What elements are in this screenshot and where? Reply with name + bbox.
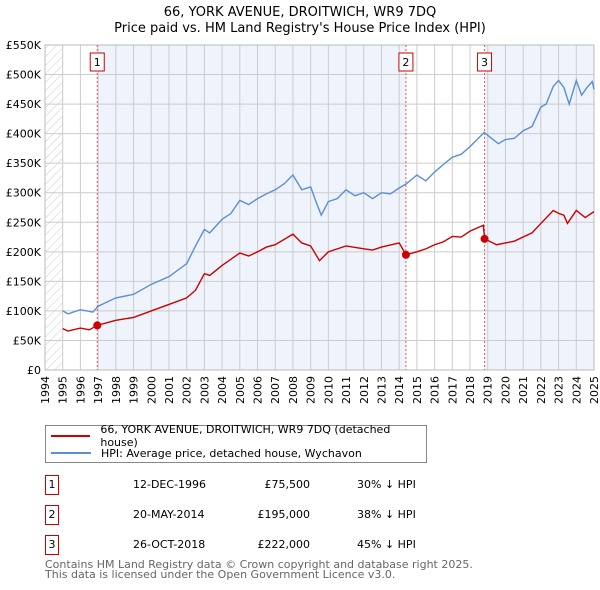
price-paid-line <box>62 209 595 332</box>
x-tick-label: 2005 <box>234 376 247 404</box>
x-tick-label: 2001 <box>163 376 176 404</box>
y-tick-label: £400K <box>6 128 42 141</box>
x-tick-label: 1998 <box>110 376 123 404</box>
hpi-line <box>62 78 595 315</box>
x-tick-label: 2010 <box>322 376 335 404</box>
x-tick-label: 2007 <box>269 376 282 404</box>
sale-row: 2 20-MAY-2014 £195,000 38% ↓ HPI <box>45 505 445 527</box>
legend-property: 66, YORK AVENUE, DROITWICH, WR9 7DQ (det… <box>100 423 391 449</box>
x-tick-label: 1995 <box>57 376 70 404</box>
sale-date: 26-OCT-2018 <box>133 538 206 551</box>
y-tick-label: £250K <box>6 216 42 229</box>
legend: 66, YORK AVENUE, DROITWICH, WR9 7DQ (det… <box>45 423 427 463</box>
sale-price: £222,000 <box>257 538 311 551</box>
x-tick-label: 2022 <box>535 376 548 404</box>
sale-marker-number: 2 <box>402 56 409 69</box>
x-tick-label: 1999 <box>128 376 141 404</box>
pre-data-hatch <box>45 45 63 370</box>
y-tick-label: £100K <box>6 305 42 318</box>
x-tick-label: 2015 <box>411 376 424 404</box>
x-tick-label: 2021 <box>517 376 530 404</box>
sale-marker-number: 3 <box>481 56 488 69</box>
x-tick-label: 2019 <box>482 376 495 404</box>
ownership-shade <box>97 45 406 370</box>
sale-row: 1 12-DEC-1996 £75,500 30% ↓ HPI <box>45 475 445 497</box>
sale-marker-box <box>398 52 414 72</box>
x-tick-label: 2024 <box>570 376 583 404</box>
x-tick-label: 1996 <box>74 376 87 404</box>
sale-marker-box <box>89 52 105 72</box>
sale-date: 20-MAY-2014 <box>133 508 205 521</box>
x-tick-label: 1997 <box>92 376 105 404</box>
y-tick-label: £0 <box>27 364 41 377</box>
y-tick-label: £300K <box>6 187 42 200</box>
legend-hpi: HPI: Average price, detached house, Wych… <box>101 446 362 460</box>
sale-hpi-diff: 45% ↓ HPI <box>357 538 416 551</box>
y-tick-label: £50K <box>13 334 42 347</box>
x-tick-label: 2000 <box>145 376 158 404</box>
x-tick-label: 2013 <box>375 376 388 404</box>
sale-point <box>401 250 410 259</box>
x-tick-label: 2003 <box>198 376 211 404</box>
y-tick-label: £200K <box>6 246 42 259</box>
sale-hpi-diff: 38% ↓ HPI <box>357 508 416 521</box>
y-tick-label: £550K <box>6 39 42 52</box>
x-tick-label: 2002 <box>181 376 194 404</box>
footer-copyright: Contains HM Land Registry data © Crown c… <box>45 558 473 571</box>
x-tick-label: 2025 <box>588 376 600 404</box>
x-tick-label: 2014 <box>393 376 406 404</box>
x-tick-label: 2018 <box>464 376 477 404</box>
plot-frame <box>44 44 595 371</box>
sale-price: £195,000 <box>257 508 311 521</box>
x-tick-label: 2011 <box>340 376 353 404</box>
sale-date: 12-DEC-1996 <box>133 478 207 491</box>
y-tick-label: £450K <box>6 98 42 111</box>
chart-subtitle: Price paid vs. HM Land Registry's House … <box>114 21 486 36</box>
y-tick-label: £150K <box>6 275 42 288</box>
sale-marker-number: 1 <box>94 56 101 69</box>
ownership-shade <box>484 45 594 370</box>
x-tick-label: 1994 <box>39 376 52 404</box>
x-tick-label: 2004 <box>216 376 229 404</box>
sale-hpi-diff: 30% ↓ HPI <box>357 478 416 491</box>
x-tick-label: 2009 <box>305 376 318 404</box>
x-tick-label: 2023 <box>553 376 566 404</box>
chart: £0 £50K £100K £150K £200K £250K £300K £350K £400… <box>6 39 600 404</box>
sale-price: £75,500 <box>264 478 311 491</box>
y-tick-label: £350K <box>6 157 42 170</box>
x-tick-label: 2020 <box>499 376 512 404</box>
x-tick-label: 2016 <box>429 376 442 404</box>
sale-number-badge: 3 <box>45 535 59 555</box>
x-tick-label: 2006 <box>252 376 265 404</box>
chart-title: 66, YORK AVENUE, DROITWICH, WR9 7DQ <box>163 5 437 20</box>
sale-number-badge: 1 <box>45 475 59 495</box>
legend-blue-line <box>51 452 91 454</box>
footer: Contains HM Land Registry data © Crown c… <box>45 558 473 581</box>
footer-licence: This data is licensed under the Open Gov… <box>45 568 396 581</box>
y-tick-label: £500K <box>6 69 42 82</box>
sale-point <box>480 234 489 243</box>
legend-red-line <box>51 435 91 437</box>
x-tick-label: 2008 <box>287 376 300 404</box>
sale-marker-box <box>477 52 493 72</box>
sale-point <box>93 321 102 330</box>
sale-number-badge: 2 <box>45 505 59 525</box>
sale-row: 3 26-OCT-2018 £222,000 45% ↓ HPI <box>45 535 445 557</box>
x-tick-label: 2012 <box>358 376 371 404</box>
x-tick-label: 2017 <box>446 376 459 404</box>
